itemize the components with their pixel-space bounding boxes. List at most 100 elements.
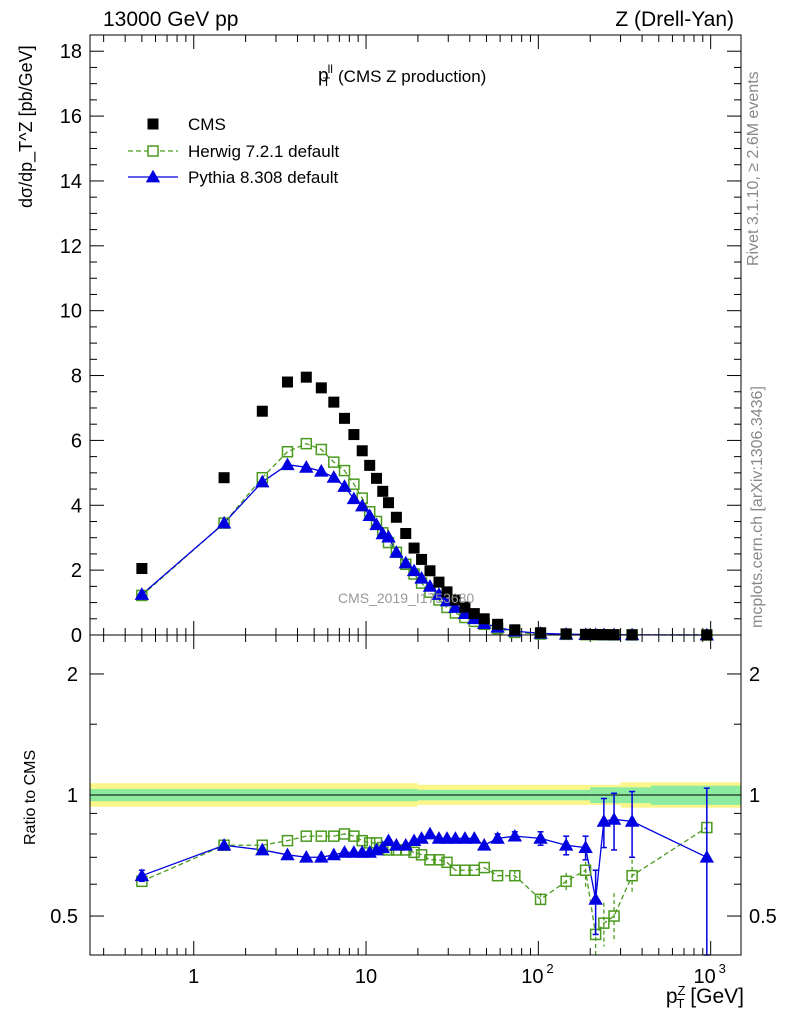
ratio-y-tick-label-right: 1 [749,785,760,807]
cms-point [400,527,412,539]
cms-point [315,382,327,394]
main-y-tick-label: 16 [60,106,82,128]
herwig-ratio-point [560,875,572,888]
cms-point [492,618,504,630]
pythia-ratio-point [477,838,492,851]
herwig-ratio-point [424,854,436,866]
pythia-ratio-point [337,845,352,858]
main-y-tick-label: 10 [60,301,82,323]
x-tick-label: 10 [355,966,377,988]
cms-point [136,563,148,575]
herwig-point [281,446,294,458]
pythia-point [134,587,150,600]
herwig-ratio-point [491,869,504,882]
pythia-ratio-point [414,831,429,844]
pythia-ratio-point [280,847,295,861]
pythia-ratio-point [624,814,640,827]
herwig-ratio-point [315,830,328,842]
cms-point [383,497,395,509]
herwig-ratio-point [433,854,445,866]
pythia-ratio-point [389,838,404,851]
collision-label: 13000 GeV pp [103,8,239,31]
pythia-point [398,555,413,569]
title-sup: ll [327,62,333,76]
cms-point [390,511,402,523]
x-tick-label: 1 [188,966,199,988]
data-series [134,371,715,956]
legend-label: Pythia 8.308 default [188,168,339,187]
herwig-ratio-point [408,846,420,859]
ratio-uncertainty-band [90,782,741,808]
cms-point [433,576,445,588]
pythia-ratio-point [422,826,438,840]
x-tick-exponent: 3 [719,961,726,976]
main-y-axis-label: dσ/dp_T^Z [pb/GeV] [16,45,36,208]
pythia-point [448,600,463,613]
pythia-point [326,470,342,483]
pythia-ratio-point [533,831,548,844]
plot-title: pllT (CMS Z production) [318,62,487,89]
herwig-ratio-point [608,910,620,922]
pythia-ratio-point [299,850,314,863]
pythia-ratio-point [457,831,473,844]
main-y-tick-label: 6 [71,430,82,452]
x-tick-label: 10 [694,966,716,988]
cms-point [580,628,592,640]
cms-point [356,445,368,457]
cms-point [449,594,461,606]
legend-herwig-marker [147,145,159,157]
main-y-tick-label: 18 [60,41,82,63]
title-rest: (CMS Z production) [338,66,487,86]
pythia-ratio-point [216,838,232,851]
pythia-ratio-point [255,842,270,856]
cms-point [416,553,428,565]
pythia-ratio-point [314,850,329,863]
pythia-line [141,464,707,636]
pythia-point [362,508,377,522]
pythia-point [314,464,329,477]
main-y-tick-label: 8 [71,366,82,388]
pythia-ratio-point [507,828,523,842]
cms-point [300,371,312,383]
cms-point [468,608,480,620]
herwig-point [328,456,340,468]
main-y-tick-label: 2 [71,560,82,582]
cms-point [424,565,436,577]
pythia-ratio-point [398,838,413,851]
herwig-ratio-point [281,834,294,847]
pythia-point [422,579,438,592]
pythia-ratio-point [588,892,603,905]
legend-pythia-marker [145,169,161,183]
analysis-watermark: CMS_2019_I1753680 [338,590,475,606]
process-label: Z (Drell-Yan) [615,8,734,31]
legend: CMS Herwig 7.2.1 default Pythia 8.308 defa… [128,115,339,187]
cms-point [339,412,351,424]
pythia-ratio-point [448,831,463,844]
herwig-ratio-point [579,864,592,876]
pythia-point [216,515,232,529]
pythia-point [389,545,404,558]
main-y-tick-label: 0 [71,625,82,647]
cms-point [408,542,420,554]
herwig-ratio-point [598,917,610,929]
cms-point [364,459,376,471]
ratio-y-tick-label: 1 [67,785,78,807]
pythia-point [369,517,384,531]
pythia-point [299,460,314,473]
pythia-ratio-point [326,847,342,861]
legend-label: CMS [188,115,226,134]
ratio-y-tick-label-right: 2 [749,664,760,686]
rivet-version-label: Rivet 3.1.10, ≥ 2.6M events [745,71,762,266]
ratio-y-axis-label: Ratio to CMS [22,749,39,845]
cms-point [218,472,230,484]
pythia-point [457,606,473,619]
x-axis-label: pZT [GeV] [665,983,744,1012]
ratio-y-tick-label: 0.5 [50,906,78,928]
herwig-ratio-point [478,861,490,874]
pythia-point [280,457,295,471]
pythia-ratio-point [558,838,574,851]
pythia-ratio-point [381,833,396,847]
pythia-ratio-point [134,868,150,882]
